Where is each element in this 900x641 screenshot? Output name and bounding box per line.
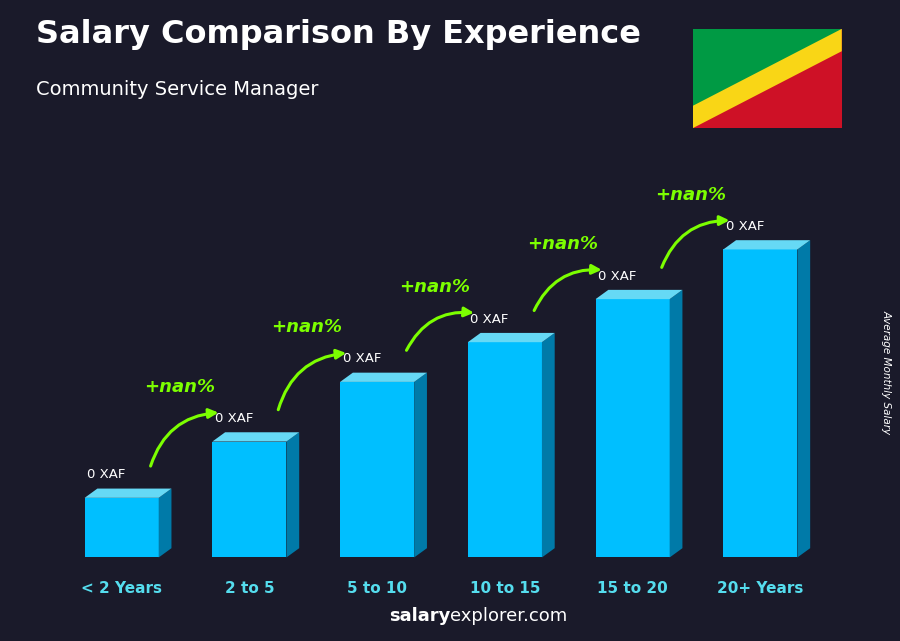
Text: < 2 Years: < 2 Years: [81, 581, 162, 595]
Text: 15 to 20: 15 to 20: [598, 581, 668, 595]
Text: 10 to 15: 10 to 15: [470, 581, 540, 595]
Polygon shape: [212, 442, 286, 558]
Polygon shape: [693, 29, 842, 128]
Polygon shape: [340, 382, 414, 558]
Text: 0 XAF: 0 XAF: [598, 270, 636, 283]
Polygon shape: [542, 333, 554, 558]
Polygon shape: [724, 240, 810, 249]
Polygon shape: [596, 290, 682, 299]
Text: +nan%: +nan%: [654, 186, 725, 204]
Text: 0 XAF: 0 XAF: [726, 220, 764, 233]
Polygon shape: [286, 432, 299, 558]
Polygon shape: [596, 299, 670, 558]
Polygon shape: [693, 29, 842, 128]
Polygon shape: [85, 488, 172, 498]
Polygon shape: [414, 372, 427, 558]
Polygon shape: [670, 290, 682, 558]
Polygon shape: [340, 372, 427, 382]
Text: salary: salary: [389, 607, 450, 625]
Polygon shape: [797, 240, 810, 558]
Text: 2 to 5: 2 to 5: [225, 581, 274, 595]
Text: +nan%: +nan%: [399, 278, 470, 297]
Polygon shape: [724, 249, 797, 558]
Text: 20+ Years: 20+ Years: [717, 581, 804, 595]
Text: 0 XAF: 0 XAF: [87, 469, 125, 481]
Text: explorer.com: explorer.com: [450, 607, 567, 625]
Polygon shape: [212, 432, 299, 442]
Text: Average Monthly Salary: Average Monthly Salary: [881, 310, 892, 434]
Polygon shape: [158, 488, 172, 558]
Text: Community Service Manager: Community Service Manager: [36, 80, 319, 99]
Text: +nan%: +nan%: [272, 318, 342, 337]
Text: 0 XAF: 0 XAF: [343, 353, 381, 365]
Text: +nan%: +nan%: [144, 378, 214, 396]
Text: +nan%: +nan%: [526, 235, 598, 253]
Polygon shape: [468, 333, 554, 342]
Text: 0 XAF: 0 XAF: [215, 412, 253, 425]
Polygon shape: [85, 498, 158, 558]
Text: 5 to 10: 5 to 10: [347, 581, 407, 595]
Text: Salary Comparison By Experience: Salary Comparison By Experience: [36, 19, 641, 50]
Polygon shape: [693, 29, 842, 128]
Polygon shape: [468, 342, 542, 558]
Text: 0 XAF: 0 XAF: [471, 313, 508, 326]
